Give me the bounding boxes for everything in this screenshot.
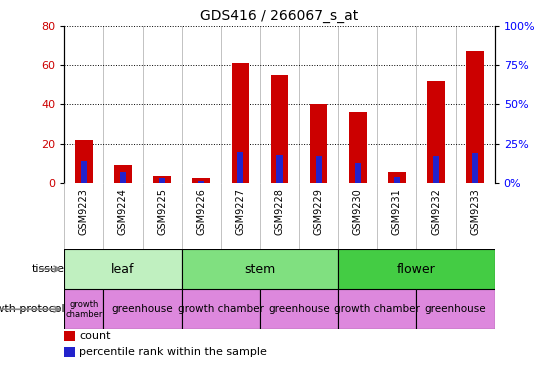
Bar <box>466 51 484 183</box>
Bar <box>64 249 182 289</box>
Text: GSM9231: GSM9231 <box>392 188 402 235</box>
Bar <box>472 153 479 183</box>
Text: GSM9228: GSM9228 <box>274 188 285 235</box>
Text: growth
chamber: growth chamber <box>65 299 102 319</box>
Bar <box>120 172 126 183</box>
Text: flower: flower <box>397 262 436 276</box>
Text: GSM9224: GSM9224 <box>118 188 128 235</box>
Text: tissue: tissue <box>31 264 64 274</box>
Bar <box>192 178 210 183</box>
Bar <box>310 104 328 183</box>
Bar <box>354 163 361 183</box>
Text: greenhouse: greenhouse <box>112 304 173 314</box>
Text: GSM9225: GSM9225 <box>157 188 167 235</box>
Bar <box>153 176 171 183</box>
Bar <box>237 152 244 183</box>
Text: GSM9233: GSM9233 <box>470 188 480 235</box>
Text: growth protocol: growth protocol <box>0 304 64 314</box>
Text: percentile rank within the sample: percentile rank within the sample <box>79 347 267 357</box>
Text: count: count <box>79 331 111 341</box>
Text: stem: stem <box>244 262 276 276</box>
Text: GSM9223: GSM9223 <box>79 188 89 235</box>
Bar <box>394 178 400 183</box>
Bar <box>271 75 288 183</box>
Bar <box>182 289 260 329</box>
Bar <box>315 156 322 183</box>
Bar <box>416 289 495 329</box>
Title: GDS416 / 266067_s_at: GDS416 / 266067_s_at <box>200 9 359 23</box>
Bar <box>103 289 182 329</box>
Text: greenhouse: greenhouse <box>268 304 330 314</box>
Bar <box>231 63 249 183</box>
Text: GSM9226: GSM9226 <box>196 188 206 235</box>
Bar <box>338 249 495 289</box>
Text: growth chamber: growth chamber <box>334 304 420 314</box>
Text: GSM9232: GSM9232 <box>431 188 441 235</box>
Text: growth chamber: growth chamber <box>178 304 264 314</box>
Bar <box>80 161 87 183</box>
Bar <box>114 165 132 183</box>
Bar <box>64 331 75 341</box>
Bar <box>64 289 103 329</box>
Text: leaf: leaf <box>111 262 135 276</box>
Bar <box>276 155 283 183</box>
Text: GSM9229: GSM9229 <box>314 188 324 235</box>
Text: GSM9230: GSM9230 <box>353 188 363 235</box>
Text: greenhouse: greenhouse <box>425 304 486 314</box>
Bar <box>198 181 205 183</box>
Bar <box>388 172 406 183</box>
Bar <box>338 289 416 329</box>
Bar <box>159 178 165 183</box>
Bar <box>64 347 75 357</box>
Bar <box>349 112 367 183</box>
Bar <box>433 156 439 183</box>
Bar <box>260 289 338 329</box>
Bar <box>182 249 338 289</box>
Bar <box>427 81 445 183</box>
Bar <box>75 140 93 183</box>
Text: GSM9227: GSM9227 <box>235 188 245 235</box>
